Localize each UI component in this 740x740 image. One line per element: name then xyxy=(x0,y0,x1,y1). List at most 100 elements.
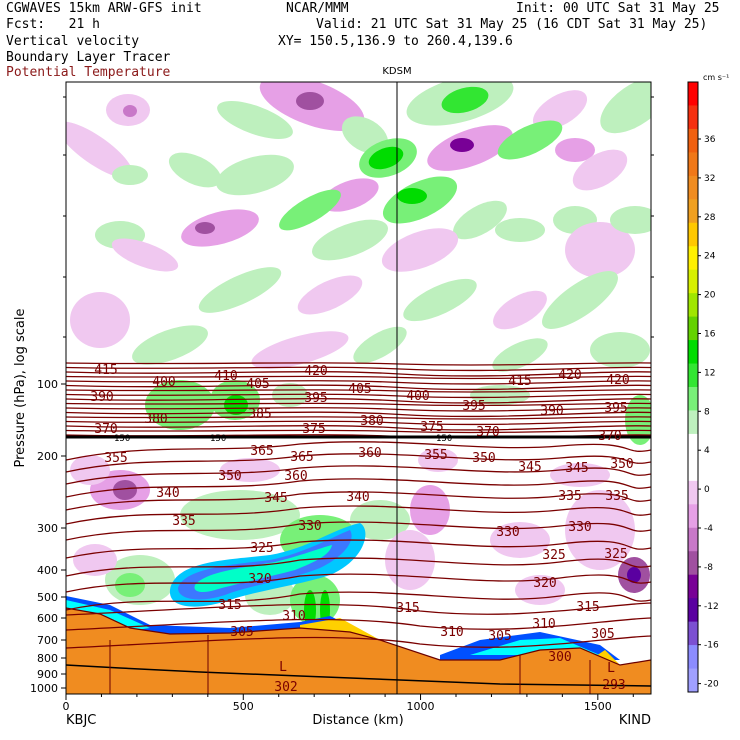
theta-contour-label: 340 xyxy=(156,486,179,501)
y-tick-label: 100 xyxy=(37,378,58,391)
colorbar-swatch xyxy=(688,246,698,271)
colorbar-label: 16 xyxy=(704,330,716,340)
theta-contour-label: 293 xyxy=(602,678,625,693)
isentrope xyxy=(66,478,651,498)
y-tick-label: 500 xyxy=(37,591,58,604)
theta-contour-label: 315 xyxy=(576,600,599,615)
theta-contour-label: 375 xyxy=(302,422,325,437)
y-tick-label: 600 xyxy=(37,612,58,625)
isentrope xyxy=(66,591,651,611)
theta-contour-label: 355 xyxy=(104,451,127,466)
theta-contour-label: 400 xyxy=(406,389,429,404)
theta-contour-label: 420 xyxy=(304,364,327,379)
colorbar-swatch xyxy=(688,621,698,646)
y-tick-label: 900 xyxy=(37,668,58,681)
isentrope xyxy=(66,557,651,577)
theta-contour-label: L xyxy=(279,660,287,675)
field-label-bl-tracer: Boundary Layer Tracer xyxy=(6,50,171,65)
colorbar-label: 32 xyxy=(704,174,715,184)
theta-contour-label: 345 xyxy=(518,460,541,475)
theta-contour-label: 310 xyxy=(282,609,305,624)
colorbar-label: 12 xyxy=(704,368,715,378)
valid-time: Valid: 21 UTC Sat 31 May 25 (16 CDT Sat … xyxy=(316,17,708,32)
theta-contour-label: 365 xyxy=(290,450,313,465)
theta-contour-label: 320 xyxy=(248,572,271,587)
theta-contour-label: 350 xyxy=(218,469,241,484)
colorbar-swatch xyxy=(688,551,698,576)
isentrope xyxy=(66,384,651,391)
theta-contour-label: 325 xyxy=(542,548,565,563)
colorbar-swatch xyxy=(688,410,698,435)
theta-contour-label: 390 xyxy=(90,390,113,405)
theta-contour-label: 345 xyxy=(565,461,588,476)
colorbar-swatch xyxy=(688,480,698,505)
isentrope xyxy=(66,441,651,461)
theta-contour-label: 420 xyxy=(558,368,581,383)
isentrope xyxy=(66,375,651,380)
tropopause-label: 150 xyxy=(114,434,130,444)
theta-contour-label: 370 xyxy=(476,425,499,440)
theta-contour-label: 415 xyxy=(508,374,531,389)
colorbar-label: 24 xyxy=(704,252,716,262)
theta-contour-label: 395 xyxy=(304,391,327,406)
isentrope xyxy=(66,491,651,511)
isentrope xyxy=(66,420,651,426)
colorbar-swatch xyxy=(688,175,698,200)
y-tick-label: 300 xyxy=(37,522,58,535)
colorbar-swatch xyxy=(688,645,698,670)
colorbar-swatch xyxy=(688,363,698,388)
isentrope xyxy=(66,393,651,399)
colorbar-swatch xyxy=(688,574,698,599)
colorbar-swatch xyxy=(688,504,698,529)
isentrope xyxy=(66,362,651,366)
theta-contour-label: 325 xyxy=(250,541,273,556)
theta-contour-label: 345 xyxy=(264,491,287,506)
theta-labels: 415 410 420 400 405 405 415 420 420 390 395 400 395 3… xyxy=(90,363,633,694)
colorbar-unit: cm s⁻¹ xyxy=(703,73,729,82)
plot-frame xyxy=(65,81,652,695)
theta-contour-label: 310 xyxy=(532,617,555,632)
x-tick-label: 500 xyxy=(233,700,254,713)
x-tick-label: 1500 xyxy=(584,700,612,713)
theta-contour-label: 340 xyxy=(346,490,369,505)
colorbar-swatch xyxy=(688,433,698,458)
isentrope xyxy=(66,402,651,407)
theta-contour-label: 330 xyxy=(568,520,591,535)
theta-contour-label: 390 xyxy=(540,404,563,419)
theta-contour-label: 320 xyxy=(533,576,556,591)
theta-contour-label: 315 xyxy=(396,601,419,616)
color-legend: 36 32 28 24 20 16 12 8 4 0 -4 -8 -12 -16 -20 xyxy=(687,81,719,693)
colorbar-label: -16 xyxy=(704,641,719,651)
isentrope xyxy=(66,411,651,418)
colorbar-swatch xyxy=(688,527,698,552)
isentrope xyxy=(66,573,651,593)
theta-contour-label: 365 xyxy=(250,444,273,459)
isentrope xyxy=(66,505,651,525)
colorbar-swatch xyxy=(688,199,698,224)
x-axis: 0 500 1000 1500 xyxy=(63,694,634,713)
theta-contour-label: 420 xyxy=(606,373,629,388)
theta-contour-label: 355 xyxy=(424,448,447,463)
colorbar-swatch xyxy=(688,668,698,693)
theta-contour-label: 385 xyxy=(248,407,271,422)
theta-contour-label: 395 xyxy=(462,399,485,414)
colorbar-label: -12 xyxy=(704,602,719,612)
theta-contour-label: 330 xyxy=(298,519,321,534)
colorbar-label: -20 xyxy=(704,680,719,690)
tropopause-label: 150 xyxy=(436,434,452,444)
theta-contour-label: 360 xyxy=(284,469,307,484)
colorbar-swatch xyxy=(688,105,698,130)
theta-contour-label: 405 xyxy=(246,377,269,392)
theta-contour-label: 415 xyxy=(94,363,117,378)
colorbar-swatch xyxy=(688,293,698,318)
theta-contour-label: 370 xyxy=(94,422,117,437)
theta-contour-label: 330 xyxy=(496,525,519,540)
theta-contour-label: 360 xyxy=(358,446,381,461)
theta-contour-label: 305 xyxy=(488,629,511,644)
isentrope xyxy=(66,539,651,559)
y-tick-label: 800 xyxy=(37,652,58,665)
colorbar-label: 20 xyxy=(704,291,716,301)
isentrope xyxy=(66,617,651,631)
